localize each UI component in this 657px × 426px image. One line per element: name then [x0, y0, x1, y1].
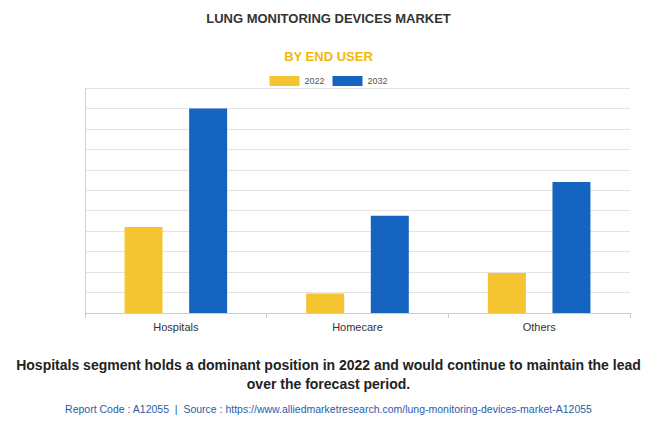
svg-text:LUNG MONITORING DEVICES MARKET: LUNG MONITORING DEVICES MARKET [206, 11, 451, 26]
svg-text:Others: Others [523, 321, 557, 333]
svg-text:Hospitals: Hospitals [153, 321, 199, 333]
svg-text:2032: 2032 [368, 76, 388, 86]
html-text:Report Code : A12055 | Source: Report Code : A12055 | Source : https://… [65, 403, 592, 415]
svg-text:BY END USER: BY END USER [284, 49, 373, 64]
html-text:Hospitals segment holds a domi: Hospitals segment holds a dominant posit… [16, 357, 641, 392]
svg-text:Homecare: Homecare [332, 321, 383, 333]
svg-text:2022: 2022 [304, 76, 324, 86]
